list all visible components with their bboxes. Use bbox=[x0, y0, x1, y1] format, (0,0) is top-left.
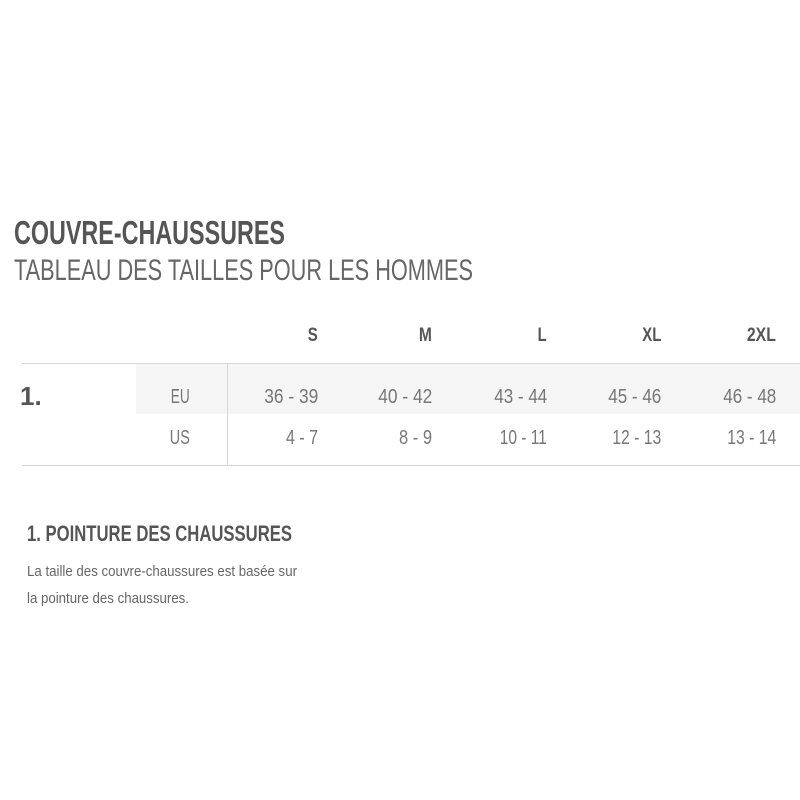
row-number: 1. bbox=[20, 381, 42, 411]
table-bottom-rule bbox=[22, 465, 800, 466]
cell-us-m: 8 - 9 bbox=[399, 427, 432, 449]
note-text-line-2: la pointure des chaussures. bbox=[27, 590, 189, 607]
cell-us-xl: 12 - 13 bbox=[612, 427, 661, 449]
note-heading: 1. POINTURE DES CHAUSSURES bbox=[27, 521, 292, 546]
size-header-2xl: 2XL bbox=[747, 325, 776, 346]
size-header-l: L bbox=[538, 325, 547, 346]
cell-eu-xl: 45 - 46 bbox=[608, 386, 661, 408]
eu-row-highlight bbox=[136, 364, 800, 414]
page-subtitle: TABLEAU DES TAILLES POUR LES HOMMES bbox=[14, 254, 473, 287]
note-text-line-1: La taille des couvre-chaussures est basé… bbox=[27, 563, 297, 580]
cell-us-l: 10 - 11 bbox=[500, 427, 547, 449]
table-top-rule bbox=[22, 363, 800, 364]
row-label-us: US bbox=[170, 427, 190, 449]
cell-eu-s: 36 - 39 bbox=[264, 386, 318, 408]
page-title: COUVRE-CHAUSSURES bbox=[14, 214, 285, 251]
size-header-xl: XL bbox=[642, 325, 661, 346]
cell-us-2xl: 13 - 14 bbox=[727, 427, 776, 449]
row-label-eu: EU bbox=[171, 386, 190, 408]
cell-us-s: 4 - 7 bbox=[286, 427, 318, 449]
table-column-divider bbox=[227, 363, 228, 466]
size-header-s: S bbox=[308, 325, 318, 346]
cell-eu-l: 43 - 44 bbox=[494, 386, 547, 408]
cell-eu-2xl: 46 - 48 bbox=[723, 386, 776, 408]
size-header-m: M bbox=[419, 325, 432, 346]
cell-eu-m: 40 - 42 bbox=[378, 386, 432, 408]
